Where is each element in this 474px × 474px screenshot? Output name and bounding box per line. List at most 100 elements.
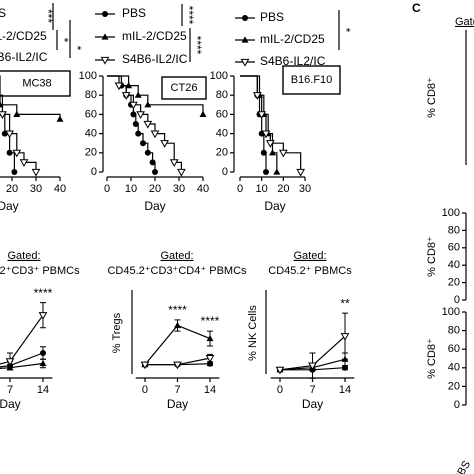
x-tick-label: PBS <box>452 459 473 474</box>
legend-label: PBS <box>0 6 6 20</box>
significance-label: **** <box>34 286 53 300</box>
marker <box>114 82 124 91</box>
chart-subtitle: CD45.2⁺CD3⁺CD4⁺ PBMCs <box>107 265 247 277</box>
chart-title: B16.F10 <box>291 74 333 86</box>
x-axis-label: Day <box>0 397 21 411</box>
x-tick-label: 30 <box>173 183 185 195</box>
x-tick-label: 20 <box>6 183 18 195</box>
marker <box>38 312 48 320</box>
marker <box>31 168 41 177</box>
y-tick-label: 0 <box>454 399 460 411</box>
marker <box>273 168 281 175</box>
x-tick-label: 14 <box>204 384 216 396</box>
marker <box>149 159 156 166</box>
x-tick-label: 14 <box>37 384 49 396</box>
y-axis-label: % CD8⁺ <box>426 236 438 277</box>
legend-label: S4B6-IL2/IC <box>0 50 48 64</box>
marker <box>308 362 317 371</box>
marker <box>296 168 306 177</box>
y-tick-label: 40 <box>448 259 460 271</box>
marker <box>150 130 160 139</box>
label-box <box>161 76 207 100</box>
x-axis-label: Day <box>264 199 285 213</box>
marker <box>0 101 4 108</box>
y-tick-label: 80 <box>216 89 228 101</box>
marker <box>56 115 64 122</box>
x-tick-label: 10 <box>125 183 137 195</box>
y-axis-label: % CD8⁺ <box>426 77 438 118</box>
y-axis-label: % Tregs <box>111 312 123 353</box>
marker <box>260 149 267 156</box>
y-tick-label: 60 <box>448 242 460 254</box>
x-tick-label: 14 <box>339 384 351 396</box>
y-tick-label: 40 <box>216 128 228 140</box>
chart-title: CT26 <box>171 82 198 94</box>
x-axis-label: Day <box>0 199 19 213</box>
marker <box>39 359 47 367</box>
x-tick-label: 40 <box>197 183 209 195</box>
marker <box>206 334 214 342</box>
x-tick-label: 20 <box>277 183 289 195</box>
marker <box>278 149 288 158</box>
marker <box>13 110 21 117</box>
marker <box>199 110 207 117</box>
x-tick-label: 7 <box>7 384 13 396</box>
marker <box>19 159 29 168</box>
marker <box>174 321 181 329</box>
marker <box>100 56 110 65</box>
marker <box>205 355 215 363</box>
marker <box>12 149 22 158</box>
marker <box>134 91 142 98</box>
legend-label: PBS <box>122 6 146 20</box>
panel-label: C <box>412 1 421 15</box>
x-tick-label: 10 <box>256 183 268 195</box>
y-tick-label: 20 <box>85 147 97 159</box>
legend-label: S4B6-IL2/IC <box>260 54 326 68</box>
y-tick-label: 80 <box>85 89 97 101</box>
marker <box>263 169 269 175</box>
y-axis-label: % NK Cells <box>247 305 259 361</box>
chart-subtitle: CD45.2⁺CD3⁺ PBMCs <box>0 265 80 277</box>
marker <box>125 82 133 89</box>
legend-label: S4B6-IL2/IC <box>122 52 188 66</box>
marker <box>261 130 271 139</box>
significance-label: *** <box>41 9 55 23</box>
x-tick-label: 0 <box>142 384 148 396</box>
marker <box>135 130 142 137</box>
y-tick-label: 60 <box>216 108 228 120</box>
marker <box>173 361 182 370</box>
marker <box>152 169 158 175</box>
y-axis-label: % CD8⁺ <box>426 338 438 379</box>
marker <box>129 101 138 110</box>
marker <box>265 140 275 148</box>
marker <box>240 58 250 67</box>
y-tick-label: 80 <box>448 224 460 236</box>
x-tick-label: 7 <box>174 384 180 396</box>
marker <box>169 159 179 168</box>
significance-label: **** <box>201 314 220 328</box>
legend-label: mIL-2/CD25 <box>0 29 47 43</box>
marker <box>121 92 131 100</box>
marker <box>0 111 7 120</box>
x-tick-label: 0 <box>277 384 283 396</box>
y-tick-label: 20 <box>448 277 460 289</box>
marker <box>144 101 152 108</box>
chart-title: Gated <box>455 16 474 28</box>
marker <box>140 140 146 147</box>
series-line <box>0 352 44 368</box>
y-tick-label: 0 <box>454 294 460 306</box>
marker <box>144 149 151 156</box>
marker <box>5 358 15 367</box>
x-tick-label: 7 <box>309 384 315 396</box>
legend-label: PBS <box>260 10 284 24</box>
survival-curve <box>107 75 182 172</box>
x-axis-label: Day <box>167 397 188 411</box>
y-tick-label: 0 <box>91 166 97 178</box>
y-tick-label: 60 <box>448 343 460 355</box>
x-axis-label: Day <box>144 199 165 213</box>
marker <box>140 361 150 370</box>
marker <box>242 15 248 21</box>
chart-subtitle: CD45.2⁺ PBMCs <box>268 265 352 277</box>
significance-label: ** <box>340 296 350 310</box>
x-tick-label: 0 <box>237 183 243 195</box>
